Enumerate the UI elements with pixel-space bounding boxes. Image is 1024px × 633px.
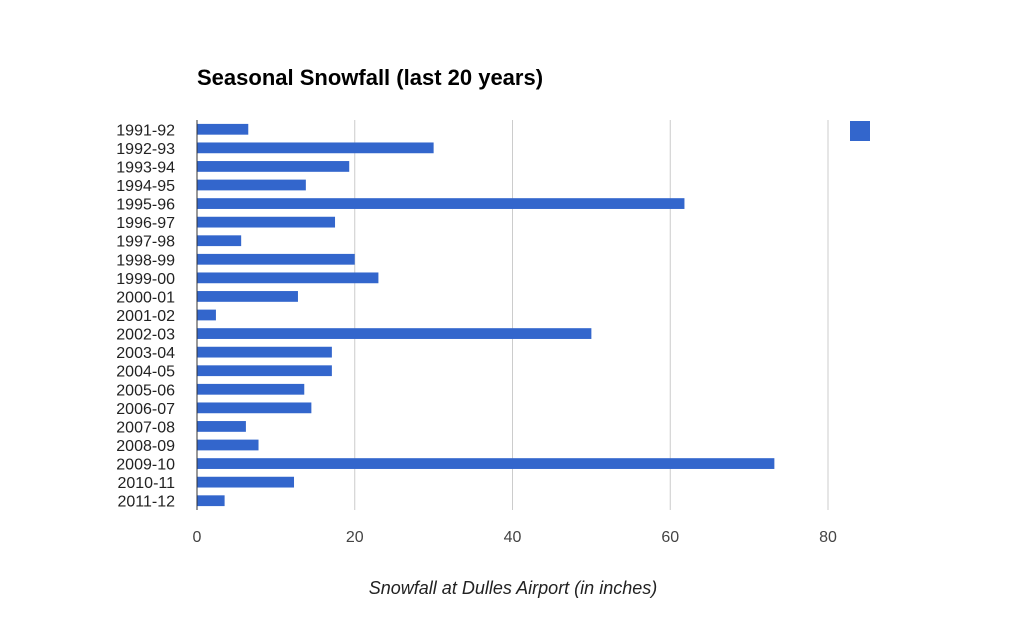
x-tick-label: 20 (346, 529, 364, 546)
bar-2002-03 (197, 328, 592, 339)
bar-2006-07 (197, 402, 312, 414)
bar-2010-11 (197, 476, 295, 488)
category-label: 2010-11 (117, 475, 175, 492)
category-label: 1992-93 (116, 141, 175, 158)
category-label: 2006-07 (116, 401, 175, 418)
category-label: 2003-04 (116, 345, 175, 362)
x-axis-label: Snowfall at Dulles Airport (in inches) (369, 578, 657, 598)
category-label: 2007-08 (116, 419, 175, 436)
bar-1999-00 (197, 272, 379, 284)
category-label: 1995-96 (116, 197, 175, 214)
category-label: 1997-98 (116, 234, 175, 251)
category-label: 1994-95 (116, 178, 175, 195)
bar-1991-92 (197, 123, 249, 135)
gridlines (354, 120, 829, 510)
category-label: 1991-92 (116, 122, 175, 139)
category-label: 2009-10 (116, 457, 175, 474)
bar-1994-95 (197, 179, 306, 191)
category-label: 1993-94 (116, 159, 175, 176)
bar-1997-98 (197, 235, 242, 247)
bar-2003-04 (197, 346, 332, 358)
category-label: 1998-99 (116, 252, 175, 269)
category-label: 2001-02 (116, 308, 175, 325)
bar-2009-10 (197, 458, 775, 469)
bar-1992-93 (197, 142, 434, 154)
category-label: 2005-06 (116, 382, 175, 399)
legend-swatch (850, 121, 870, 141)
bar-2001-02 (197, 309, 216, 321)
chart-title: Seasonal Snowfall (last 20 years) (197, 65, 543, 90)
bar-2008-09 (197, 439, 259, 451)
category-label: 1999-00 (116, 271, 175, 288)
bar-2000-01 (197, 291, 298, 302)
bar-2004-05 (197, 365, 332, 377)
bar-2005-06 (197, 383, 305, 395)
bar-1998-99 (197, 253, 355, 265)
bar-2007-08 (197, 421, 246, 432)
category-label: 2008-09 (116, 438, 175, 455)
bar-1996-97 (197, 216, 336, 228)
category-label: 2000-01 (116, 289, 175, 306)
bars (197, 123, 775, 507)
x-tick-label: 60 (661, 529, 679, 546)
x-tick-label: 80 (819, 529, 837, 546)
x-tick-label: 0 (193, 529, 202, 546)
bar-2011-12 (197, 495, 225, 507)
category-label: 2002-03 (116, 327, 175, 344)
category-label: 2011-12 (117, 494, 175, 511)
category-label: 2004-05 (116, 364, 175, 381)
bar-1993-94 (197, 161, 350, 172)
category-label: 1996-97 (116, 215, 175, 232)
bar-1995-96 (197, 198, 685, 209)
x-tick-label: 40 (504, 529, 522, 546)
x-tick-labels: 0 20 40 60 80 (193, 529, 837, 546)
